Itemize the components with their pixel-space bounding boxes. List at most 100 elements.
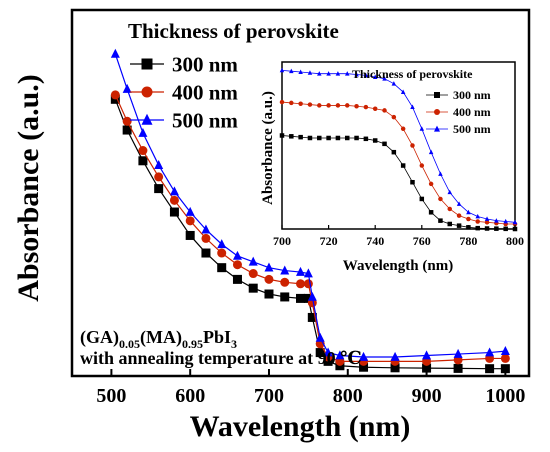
main-data-point xyxy=(154,160,164,170)
inset-series-300-nm xyxy=(279,133,518,232)
main-x-tick-label: 700 xyxy=(254,385,284,407)
inset-data-point xyxy=(354,104,359,109)
main-legend-marker xyxy=(141,58,153,70)
inset-data-point xyxy=(317,71,322,76)
main-data-point xyxy=(138,146,148,156)
main-data-point xyxy=(169,186,179,196)
inset-series-layer xyxy=(279,67,518,232)
main-data-point xyxy=(296,279,305,289)
main-data-point xyxy=(201,224,211,234)
inset-legend-title: Thickness of perovskite xyxy=(352,67,473,81)
inset-x-tick-label: 800 xyxy=(506,234,524,248)
main-legend-title: Thickness of perovskite xyxy=(128,19,339,43)
main-data-point xyxy=(453,348,463,358)
inset-data-point xyxy=(307,102,313,107)
inset-data-point xyxy=(391,114,397,120)
main-x-tick-label: 500 xyxy=(96,385,126,407)
main-data-point xyxy=(280,265,290,275)
main-data-point xyxy=(248,256,258,266)
main-data-point xyxy=(122,125,132,135)
inset-data-point xyxy=(279,99,285,105)
main-data-point xyxy=(422,363,432,373)
inset-x-tick-label: 700 xyxy=(273,234,291,248)
inset-data-point xyxy=(438,218,443,223)
inset-data-point xyxy=(372,74,378,79)
inset-data-point xyxy=(484,220,490,225)
inset-data-point xyxy=(289,68,294,74)
inset-data-point xyxy=(475,219,480,224)
inset-data-point xyxy=(466,216,471,222)
annealing-note: with annealing temperature at 90 ℃ xyxy=(80,348,362,368)
inset-data-point xyxy=(279,67,285,73)
inset-legend-marker xyxy=(434,92,440,98)
inset-data-point xyxy=(428,149,434,155)
main-data-point xyxy=(280,277,290,287)
main-data-point xyxy=(110,48,120,58)
inset-data-point xyxy=(484,226,490,231)
main-data-point xyxy=(303,268,313,278)
inset-x-tick-label: 740 xyxy=(366,234,384,248)
main-plot-frame xyxy=(70,8,531,378)
inset-legend-label: 400 nm xyxy=(453,105,491,119)
inset-data-point xyxy=(307,70,313,75)
main-series-300-nm xyxy=(110,94,510,374)
main-data-point xyxy=(154,172,164,182)
inset-data-point xyxy=(400,126,406,132)
main-data-point xyxy=(303,279,313,289)
main-data-point xyxy=(185,230,195,240)
inset-legend-label: 500 nm xyxy=(453,122,491,136)
inset-data-point xyxy=(456,223,462,228)
inset-x-axis: 700 720 740 760 780 800 xyxy=(273,225,524,248)
main-series-layer xyxy=(110,48,510,374)
inset-legend-marker xyxy=(434,109,440,115)
inset-data-point xyxy=(363,72,369,78)
inset-data-point xyxy=(382,141,387,147)
inset-data-point xyxy=(326,103,331,108)
inset-data-point xyxy=(466,209,471,215)
inset-data-point xyxy=(298,101,303,106)
inset-data-point xyxy=(438,196,443,202)
inset-series-500-nm xyxy=(279,67,518,225)
inset-data-point xyxy=(372,106,378,112)
main-y-axis-label: Absorbance (a.u.) xyxy=(12,74,45,302)
inset-x-tick-label: 720 xyxy=(320,234,338,248)
main-data-point xyxy=(390,351,400,361)
inset-data-point xyxy=(475,225,480,231)
main-data-point xyxy=(185,206,195,216)
main-data-point xyxy=(296,293,305,303)
inset-legend: Thickness of perovskite 300 nm 400 nm 500 … xyxy=(352,67,491,136)
inset-data-point xyxy=(419,196,425,202)
main-legend-marker xyxy=(141,113,153,125)
main-legend-items: 300 nm 400 nm 500 nm xyxy=(130,52,238,132)
main-data-point xyxy=(296,266,305,276)
inset-plot-frame xyxy=(281,61,516,230)
main-x-tick-label: 800 xyxy=(333,385,363,407)
inset-data-point xyxy=(372,138,378,143)
main-data-point xyxy=(122,116,132,126)
main-legend-label: 400 nm xyxy=(172,80,238,104)
main-data-point xyxy=(485,347,495,357)
inset-data-point xyxy=(484,216,490,221)
inset-data-point xyxy=(503,218,508,224)
main-data-point xyxy=(280,292,290,302)
main-data-point xyxy=(303,293,313,303)
inset-data-point xyxy=(335,71,341,76)
main-x-axis-label: Wavelength (nm) xyxy=(190,410,411,443)
inset-data-point xyxy=(344,135,350,141)
inset-data-point xyxy=(363,104,369,110)
inset-data-point xyxy=(494,226,499,231)
main-data-point xyxy=(264,262,274,272)
main-data-point xyxy=(485,364,495,374)
main-data-point xyxy=(201,233,211,243)
inset-plot: 700 720 740 760 780 800 Wavelength (nm) Absor… xyxy=(260,61,524,274)
inset-legend-items: 300 nm 400 nm 500 nm xyxy=(426,88,491,136)
inset-data-point xyxy=(391,149,397,155)
main-series-500-nm xyxy=(110,48,510,361)
inset-data-point xyxy=(279,133,285,138)
main-data-point xyxy=(217,248,227,258)
main-data-point xyxy=(232,250,242,260)
inset-data-point xyxy=(335,135,341,141)
main-x-tick-label: 1000 xyxy=(485,385,525,407)
inset-data-point xyxy=(335,103,341,108)
